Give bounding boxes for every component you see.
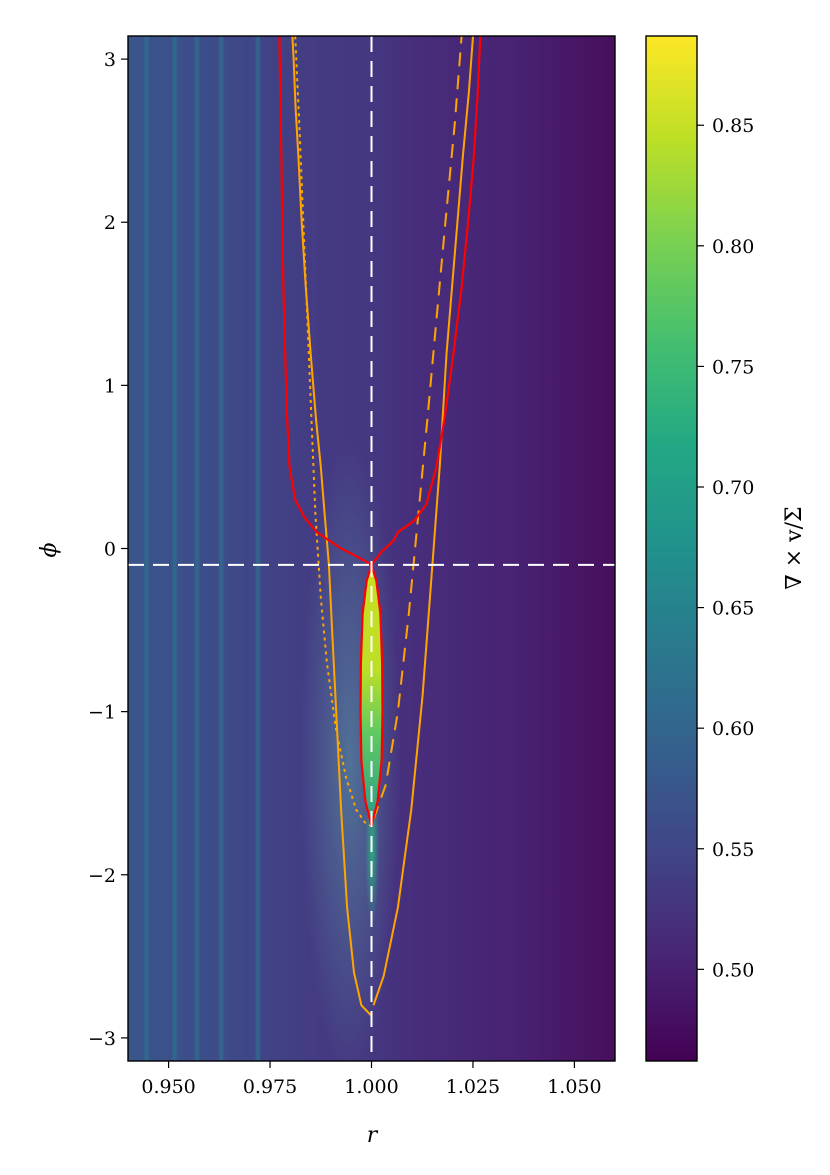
curve-orange-dotted [294, 36, 372, 827]
x-tick-label: 1.025 [446, 1076, 500, 1098]
stripe-layer [142, 36, 262, 1061]
wake-glow [300, 440, 400, 1061]
colorbar-label: ∇ × v/Σ [782, 506, 807, 589]
curve-orange-solid-left [291, 36, 372, 1016]
colorbar-tick-label: 0.85 [712, 115, 754, 137]
colorbar-tick-label: 0.65 [712, 598, 754, 620]
y-axis-label: ϕ [37, 543, 62, 558]
x-tick-label: 0.975 [243, 1076, 297, 1098]
curve-orange-dashed [372, 36, 463, 820]
colorbar-tick-label: 0.70 [712, 477, 754, 499]
stripe-4 [217, 36, 226, 1061]
y-tick-label: −2 [88, 865, 116, 887]
colorbar [646, 36, 697, 1061]
colorbar-frame [645, 35, 698, 1062]
stripe-1 [142, 36, 151, 1061]
x-tick-label: 1.000 [344, 1076, 398, 1098]
plot-area [128, 36, 615, 1061]
colorbar-tick-label: 0.50 [712, 959, 754, 981]
y-tick-label: −1 [88, 702, 116, 724]
y-tick-label: −3 [88, 1028, 116, 1050]
curve-layer [278, 36, 482, 1016]
colorbar-tick-label: 0.80 [712, 236, 754, 258]
x-tick-label: 0.950 [141, 1076, 195, 1098]
stripe-2 [170, 36, 179, 1061]
y-tick-label: 3 [104, 49, 116, 71]
stripe-5 [253, 36, 262, 1061]
colorbar-tick-label: 0.75 [712, 356, 754, 378]
x-axis-label: r [367, 1123, 379, 1148]
curve-orange-solid-right [372, 36, 474, 1006]
x-tick-label: 1.050 [547, 1076, 601, 1098]
stripe-3 [193, 36, 201, 1061]
y-tick-label: 2 [104, 212, 116, 234]
colorbar-tick-label: 0.60 [712, 718, 754, 740]
y-axis-ticks: −3 −2 −1 0 1 2 3 [88, 49, 128, 1050]
reference-lines [128, 36, 615, 1061]
x-axis-ticks: 0.950 0.975 1.000 1.025 1.050 [141, 1061, 602, 1098]
y-tick-label: 0 [104, 539, 116, 561]
y-tick-label: 1 [104, 375, 116, 397]
colorbar-ticks: 0.50 0.55 0.60 0.65 0.70 0.75 0.80 0.85 [697, 115, 754, 981]
colorbar-tick-label: 0.55 [712, 839, 754, 861]
